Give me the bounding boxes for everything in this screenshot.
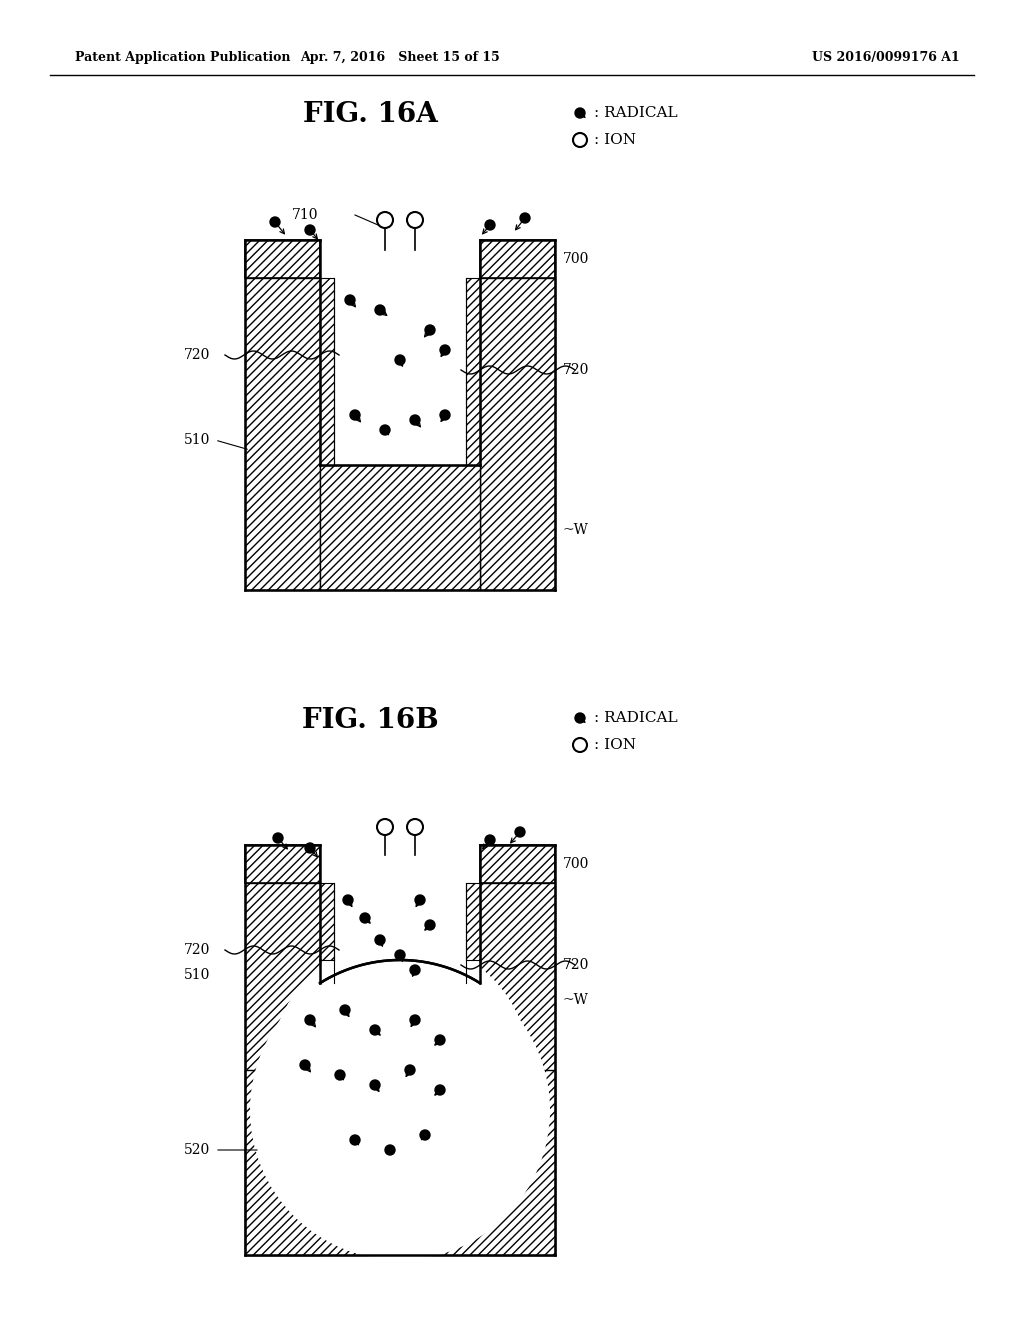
- Circle shape: [440, 345, 450, 355]
- Text: 720: 720: [563, 363, 590, 378]
- Circle shape: [425, 920, 435, 931]
- Circle shape: [343, 895, 353, 906]
- Bar: [245, 279, 319, 590]
- Bar: [480, 279, 555, 590]
- Circle shape: [435, 1035, 445, 1045]
- Text: 510: 510: [183, 433, 210, 447]
- Bar: [319, 465, 480, 590]
- Text: US 2016/0099176 A1: US 2016/0099176 A1: [812, 51, 961, 65]
- Circle shape: [485, 836, 495, 845]
- Circle shape: [410, 965, 420, 975]
- Text: : ION: : ION: [594, 133, 636, 147]
- Circle shape: [250, 960, 550, 1261]
- Bar: [480, 240, 555, 279]
- Bar: [245, 240, 319, 279]
- Bar: [334, 883, 466, 960]
- Circle shape: [345, 294, 355, 305]
- Circle shape: [375, 305, 385, 315]
- Bar: [480, 845, 555, 883]
- Bar: [245, 1071, 555, 1255]
- Text: FIG. 16B: FIG. 16B: [302, 706, 438, 734]
- Circle shape: [415, 895, 425, 906]
- Bar: [466, 883, 480, 960]
- Circle shape: [377, 213, 393, 228]
- Circle shape: [440, 411, 450, 420]
- Text: 700: 700: [563, 252, 590, 267]
- Circle shape: [435, 1085, 445, 1096]
- Bar: [319, 279, 334, 465]
- Circle shape: [270, 960, 530, 1220]
- Circle shape: [270, 940, 530, 1200]
- Circle shape: [420, 1130, 430, 1140]
- Circle shape: [406, 1065, 415, 1074]
- Circle shape: [270, 940, 530, 1200]
- Circle shape: [395, 950, 406, 960]
- Circle shape: [360, 913, 370, 923]
- Circle shape: [270, 216, 280, 227]
- Text: 720: 720: [183, 942, 210, 957]
- Text: 710: 710: [292, 209, 318, 222]
- Circle shape: [425, 325, 435, 335]
- Circle shape: [273, 833, 283, 843]
- Circle shape: [395, 355, 406, 366]
- Bar: [245, 845, 319, 883]
- Text: : RADICAL: : RADICAL: [594, 711, 678, 725]
- Circle shape: [305, 1015, 315, 1026]
- Bar: [466, 279, 480, 465]
- Circle shape: [335, 1071, 345, 1080]
- Text: 720: 720: [563, 958, 590, 972]
- Circle shape: [385, 1144, 395, 1155]
- Circle shape: [575, 713, 585, 723]
- Text: FIG. 16A: FIG. 16A: [302, 102, 437, 128]
- Circle shape: [377, 818, 393, 836]
- Circle shape: [410, 1015, 420, 1026]
- Circle shape: [410, 414, 420, 425]
- Text: : ION: : ION: [594, 738, 636, 752]
- Circle shape: [350, 411, 360, 420]
- Text: 520: 520: [183, 1143, 210, 1158]
- Circle shape: [305, 224, 315, 235]
- Circle shape: [520, 213, 530, 223]
- Bar: [319, 883, 334, 960]
- Circle shape: [380, 425, 390, 436]
- Circle shape: [375, 935, 385, 945]
- Circle shape: [370, 1026, 380, 1035]
- Text: 700: 700: [563, 857, 590, 871]
- Text: 720: 720: [183, 348, 210, 362]
- Circle shape: [573, 133, 587, 147]
- Circle shape: [485, 220, 495, 230]
- Circle shape: [515, 828, 525, 837]
- Circle shape: [305, 843, 315, 853]
- Circle shape: [370, 1080, 380, 1090]
- Text: Apr. 7, 2016   Sheet 15 of 15: Apr. 7, 2016 Sheet 15 of 15: [300, 51, 500, 65]
- Circle shape: [407, 818, 423, 836]
- Circle shape: [300, 1060, 310, 1071]
- Bar: [480, 883, 555, 1255]
- Text: 510: 510: [183, 968, 210, 982]
- Circle shape: [575, 108, 585, 117]
- Circle shape: [340, 1005, 350, 1015]
- Circle shape: [350, 1135, 360, 1144]
- Circle shape: [573, 738, 587, 752]
- Text: Patent Application Publication: Patent Application Publication: [75, 51, 291, 65]
- Bar: [245, 883, 319, 1255]
- Text: : RADICAL: : RADICAL: [594, 106, 678, 120]
- Text: ~W: ~W: [563, 993, 589, 1007]
- Text: ~W: ~W: [563, 523, 589, 537]
- Circle shape: [407, 213, 423, 228]
